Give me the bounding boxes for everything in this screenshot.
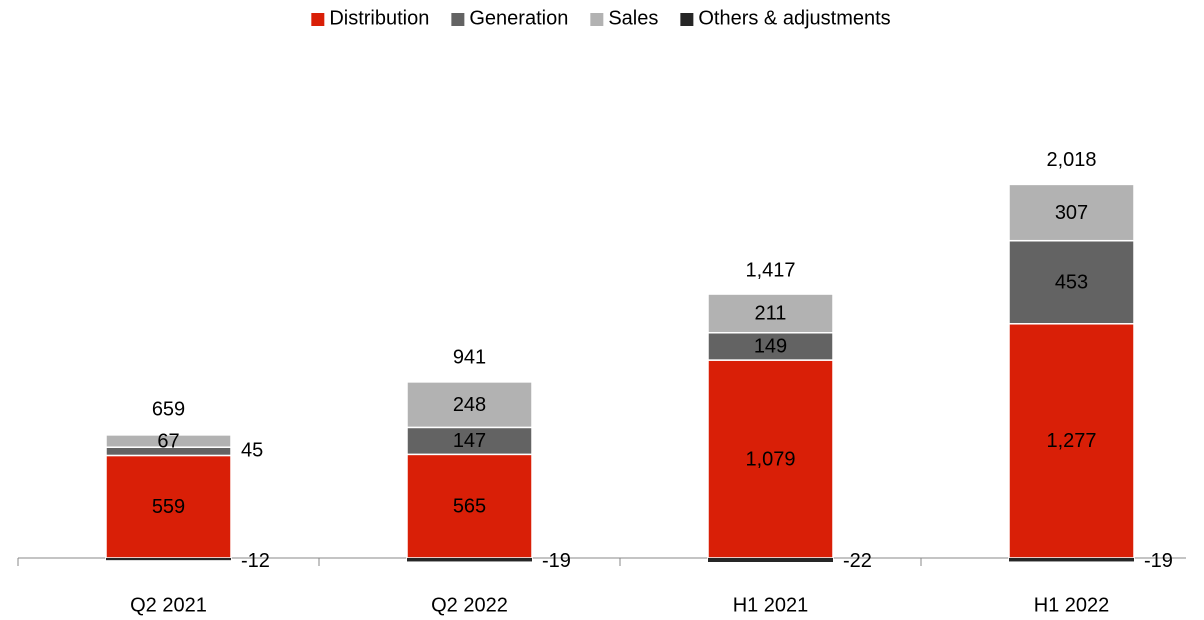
legend-label: Distribution <box>329 7 429 29</box>
bar-segment <box>406 381 533 429</box>
x-tick-label: Q2 2022 <box>431 594 508 616</box>
data-label: -19 <box>542 550 571 572</box>
data-label: 147 <box>453 430 486 452</box>
legend-label: Generation <box>469 7 568 29</box>
data-label: -22 <box>843 550 872 572</box>
x-tick-label: H1 2022 <box>1034 594 1110 616</box>
data-label: 565 <box>453 495 486 517</box>
bar-segment <box>105 434 232 448</box>
total-label: 1,417 <box>745 259 795 281</box>
x-tick-label: Q2 2021 <box>130 594 207 616</box>
data-label: 1,277 <box>1046 430 1096 452</box>
bar-segment <box>406 426 533 456</box>
bar-segment <box>1008 323 1135 559</box>
x-tick-label: H1 2021 <box>733 594 809 616</box>
data-label: 248 <box>453 394 486 416</box>
legend-label: Others & adjustments <box>698 7 890 29</box>
bar-segment <box>708 557 833 562</box>
total-label: 941 <box>453 347 486 369</box>
legend-swatch <box>590 13 604 26</box>
data-label: 211 <box>755 303 787 325</box>
legend-swatch <box>311 13 325 26</box>
data-label: 453 <box>1055 272 1088 294</box>
bar-segment <box>106 557 231 561</box>
bar-segment <box>105 454 232 559</box>
data-label: 307 <box>1055 202 1088 224</box>
total-label: 659 <box>152 398 185 420</box>
data-label: 1,079 <box>745 448 795 470</box>
data-label: -19 <box>1144 550 1173 572</box>
data-label: -12 <box>241 550 270 572</box>
bar-segment <box>707 359 834 559</box>
bar-segment <box>406 453 533 559</box>
legend-label: Sales <box>608 7 658 29</box>
data-label: 149 <box>754 336 787 358</box>
legend-swatch <box>680 13 694 26</box>
legend: Distribution Generation Sales Others & adju… <box>311 7 891 29</box>
bar-segment <box>1009 557 1134 562</box>
bar-segment <box>407 557 532 562</box>
data-label: 67 <box>157 430 179 452</box>
total-label: 2,018 <box>1046 149 1096 171</box>
bar-segment <box>1008 183 1135 242</box>
data-label: 559 <box>152 496 185 518</box>
bar-segment <box>707 293 834 334</box>
bar-segment <box>707 332 834 361</box>
data-label: 45 <box>241 440 263 462</box>
bar-segment <box>1008 239 1135 325</box>
legend-swatch <box>451 13 465 26</box>
